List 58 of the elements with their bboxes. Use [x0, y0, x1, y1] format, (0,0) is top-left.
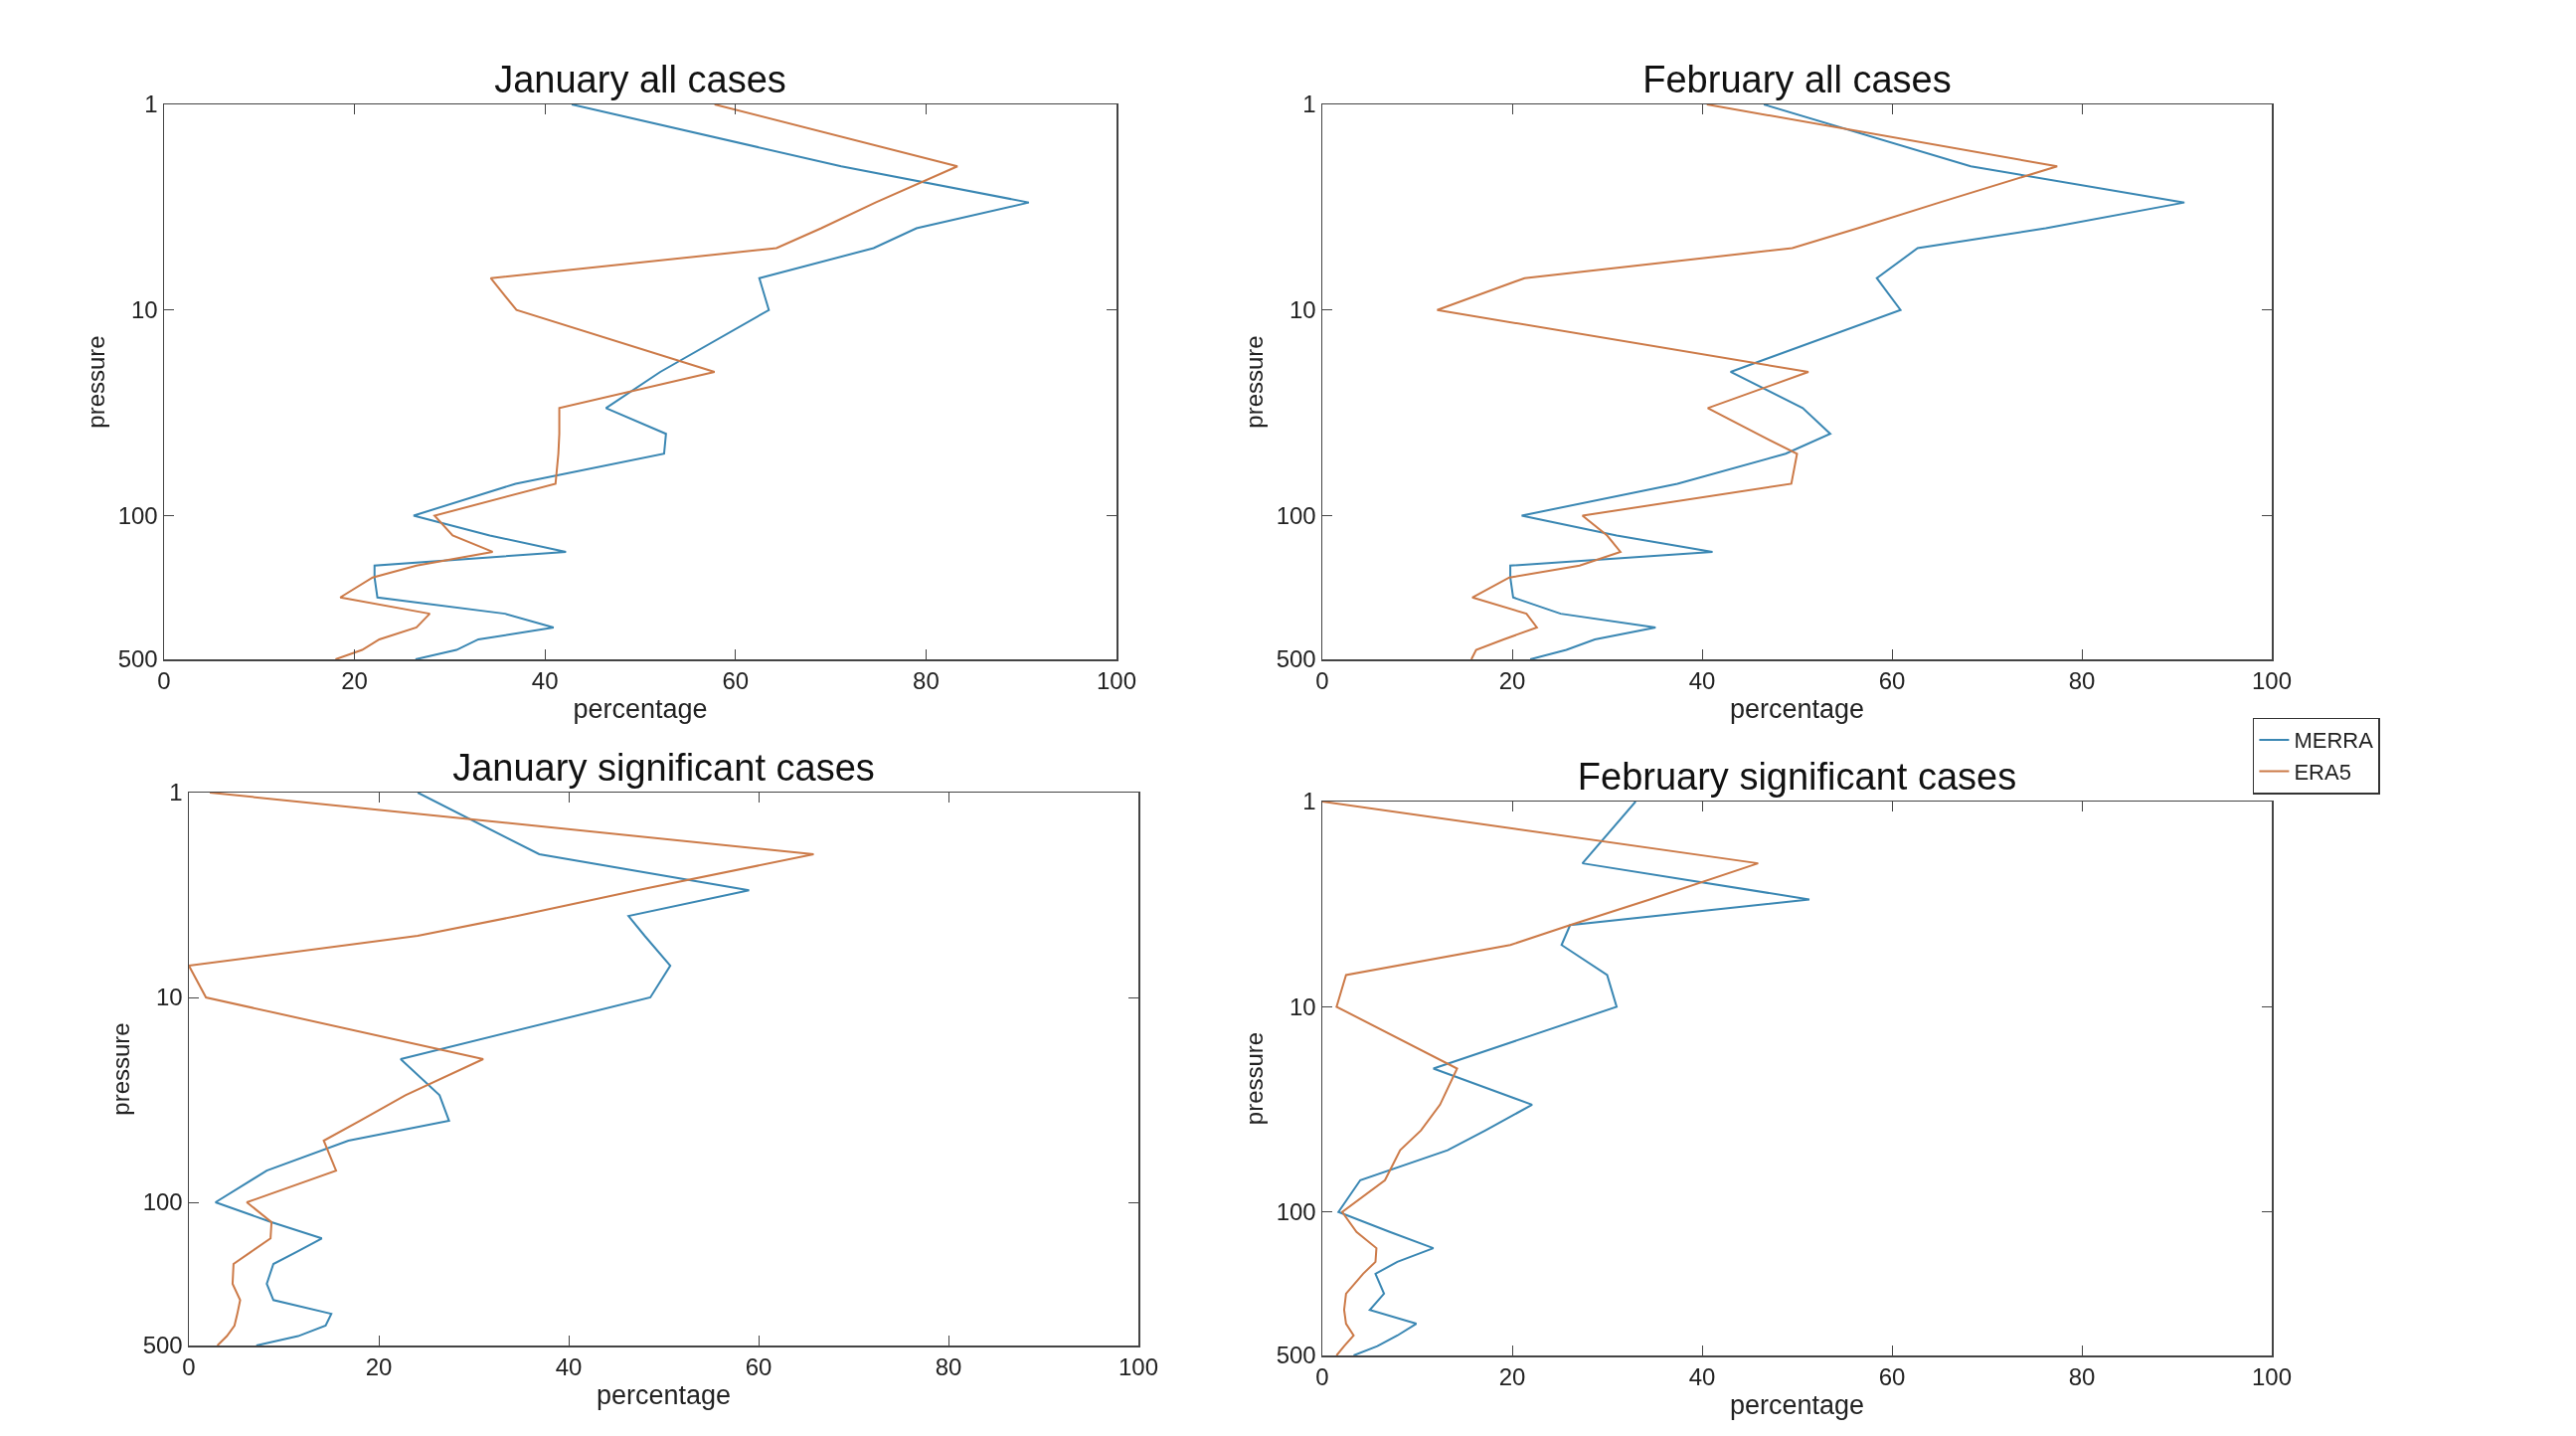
chart-title: January significant cases	[452, 747, 875, 789]
x-tick-label: 60	[1878, 1363, 1906, 1391]
x-tick-label: 60	[722, 667, 750, 695]
line-series	[1509, 104, 2186, 659]
y-tick-label: 500	[117, 645, 158, 673]
x-tick-label: 100	[2251, 1363, 2293, 1391]
x-tick-label: 40	[1688, 1363, 1716, 1391]
y-tick-label: 1	[1302, 90, 1316, 118]
y-tick-label: 100	[142, 1188, 183, 1216]
x-tick-label: 0	[1315, 667, 1329, 695]
x-tick-label: 80	[2068, 667, 2096, 695]
y-tick-label: 500	[1276, 645, 1316, 673]
y-tick-label: 100	[1276, 1198, 1316, 1226]
chart-title: February all cases	[1642, 59, 1952, 100]
x-axis-title: percentage	[1729, 1390, 1865, 1421]
y-axis-title: pressure	[1241, 335, 1268, 429]
x-tick-label: 60	[745, 1353, 773, 1381]
x-tick-label: 40	[555, 1353, 583, 1381]
y-tick-label: 500	[1276, 1342, 1316, 1369]
x-tick-label: 0	[157, 667, 171, 695]
x-tick-label: 20	[1498, 1363, 1526, 1391]
chart-title: January all cases	[494, 59, 786, 100]
x-tick-label: 40	[531, 667, 559, 695]
x-tick-label: 80	[935, 1353, 962, 1381]
y-tick-label: 10	[1289, 992, 1316, 1020]
x-tick-label: 0	[1315, 1363, 1329, 1391]
chart-title: February significant cases	[1577, 756, 2017, 798]
y-axis-title: pressure	[1241, 1031, 1268, 1126]
x-tick-label: 60	[1878, 667, 1906, 695]
x-tick-label: 20	[341, 667, 368, 695]
x-axis-title: percentage	[596, 1380, 732, 1411]
x-axis-title: percentage	[1729, 694, 1865, 725]
y-tick-label: 10	[131, 296, 158, 324]
legend-label: MERRA	[2294, 728, 2374, 754]
x-axis-title: percentage	[573, 694, 708, 725]
y-tick-label: 10	[1289, 296, 1316, 324]
x-tick-label: 20	[1498, 667, 1526, 695]
x-tick-label: 20	[365, 1353, 393, 1381]
y-tick-label: 100	[117, 501, 158, 529]
line-series	[1436, 104, 2059, 659]
line-series	[373, 104, 1030, 659]
x-tick-label: 100	[2251, 667, 2293, 695]
y-tick-label: 1	[144, 90, 158, 118]
x-tick-label: 80	[913, 667, 940, 695]
x-tick-label: 100	[1096, 667, 1137, 695]
x-tick-label: 40	[1688, 667, 1716, 695]
y-tick-label: 1	[1302, 788, 1316, 815]
line-series	[334, 104, 959, 659]
y-tick-label: 500	[142, 1332, 183, 1359]
x-tick-label: 100	[1117, 1353, 1159, 1381]
x-tick-label: 0	[182, 1353, 196, 1381]
y-axis-title: pressure	[107, 1022, 134, 1116]
y-axis-title: pressure	[83, 335, 109, 429]
x-tick-label: 80	[2068, 1363, 2096, 1391]
y-tick-label: 1	[169, 779, 183, 807]
y-tick-label: 10	[156, 984, 183, 1011]
legend-label: ERA5	[2294, 760, 2351, 786]
y-tick-label: 100	[1276, 501, 1316, 529]
